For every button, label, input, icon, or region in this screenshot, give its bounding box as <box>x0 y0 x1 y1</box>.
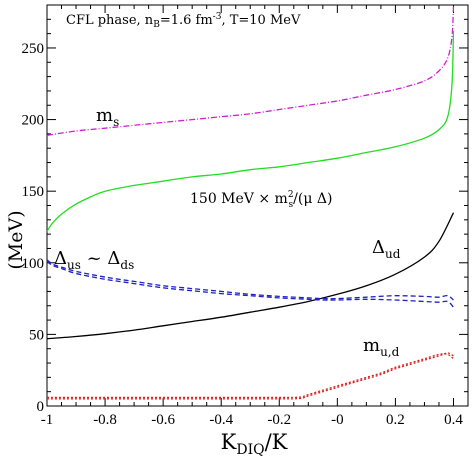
x-tick-label: 0.2 <box>386 412 405 428</box>
x-axis-label: KDIQ/K <box>221 430 288 456</box>
tick-labels: -1 -0.8 -0.6 -0.4 -0.2 -0 0.2 0.4 0 50 100 150 200 25… <box>22 41 464 428</box>
y-tick-label: 50 <box>29 327 44 343</box>
label-delta-us-ds: Δus ~ Δds <box>54 248 134 272</box>
series-line-dus2 <box>46 260 454 308</box>
series-line-dus <box>46 259 454 301</box>
x-tick-label: -0.8 <box>93 412 117 428</box>
series-line-mud <box>47 352 454 400</box>
series-line-dud <box>46 212 455 340</box>
series-line-mud2 <box>46 353 454 399</box>
label-delta-ud: Δud <box>372 237 401 261</box>
series-line-ms <box>46 6 455 136</box>
y-tick-label: 150 <box>22 184 45 200</box>
label-ratio: 150 MeV × m2 s/(μ Δ) <box>190 190 332 210</box>
label-m-ud: mu,d <box>363 335 400 359</box>
x-tick-label: -0.4 <box>209 412 233 428</box>
x-tick-label: -1 <box>41 412 54 428</box>
y-tick-label: 100 <box>22 256 45 272</box>
y-tick-label: 250 <box>22 41 45 57</box>
y-tick-label: 0 <box>37 399 45 415</box>
series-line-ratio <box>46 30 455 232</box>
x-tick-label: -0.6 <box>151 412 175 428</box>
y-axis-label: (MeV) <box>5 210 27 269</box>
ticks <box>46 5 468 407</box>
y-tick-label: 200 <box>22 113 45 129</box>
x-tick-label: -0 <box>331 412 344 428</box>
series-layer <box>46 6 455 400</box>
x-tick-label: -0.2 <box>267 412 291 428</box>
title-box-text: CFL phase, nB=1.6 fm-3, T=10 MeV <box>66 12 301 30</box>
x-tick-label: 0.4 <box>444 412 463 428</box>
label-ms: ms <box>96 105 119 129</box>
